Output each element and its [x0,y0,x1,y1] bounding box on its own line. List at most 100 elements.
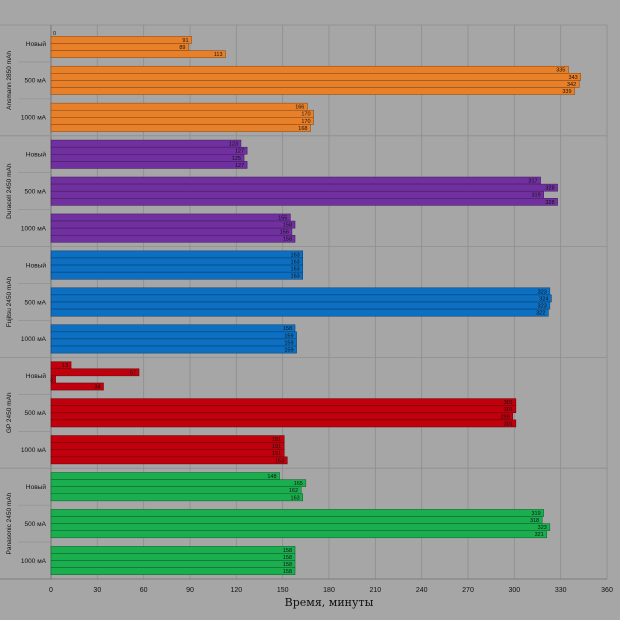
subcategory-label: Новый [26,483,46,491]
value-label: 165 [294,481,303,487]
bar [50,154,245,162]
bar [50,73,581,81]
value-label: 318 [530,518,539,524]
x-axis-ticks: 0 30 60 90 120 150 180 210 240 270 300 330 360 [49,587,613,594]
value-label: 91 [182,38,188,44]
value-label: 328 [545,200,554,206]
bar [50,435,285,443]
bars [50,36,581,575]
value-label: 328 [545,186,554,192]
subcategory-label: 1000 мА [21,447,47,454]
bar [50,412,514,421]
bar [50,567,296,575]
bar [50,449,285,458]
x-tick-label: 300 [508,587,520,594]
bar [50,516,543,524]
subcategory-label: Новый [26,261,46,269]
value-label: 299 [501,414,510,420]
value-label: 322 [536,311,545,317]
bar [50,271,303,280]
bar [50,553,296,561]
bar [50,509,544,517]
value-label: 158 [283,562,292,568]
value-label: 323 [538,525,547,531]
value-label: 3 [50,377,53,383]
value-label: 153 [275,458,284,464]
group-label: Duracell 2450 mAh [6,163,13,219]
bar [50,405,517,414]
value-label: 342 [567,82,576,88]
subcategory-label: Новый [26,372,46,380]
bar [50,301,551,310]
value-label: 159 [284,348,293,354]
value-label: 163 [291,495,300,501]
x-tick-label: 60 [140,587,148,594]
value-label: 319 [531,193,540,199]
bar [50,257,303,266]
value-label: 301 [504,407,513,413]
group-label: GP 2450 mAh [6,392,13,433]
x-tick-label: 30 [93,587,101,594]
value-label: 323 [538,289,547,295]
value-label: 323 [538,304,547,310]
value-label: 319 [531,511,540,517]
bar [50,50,226,58]
bar [50,338,297,347]
bar [50,227,293,236]
value-label: 127 [235,163,244,169]
value-label: 34 [94,384,100,390]
value-label: 127 [235,149,244,155]
bar [50,146,248,155]
bar [50,234,296,243]
value-label: 158 [283,326,292,332]
bar [50,102,308,111]
value-label: 158 [283,548,292,554]
bar [50,368,140,377]
value-label: 335 [556,68,565,74]
bar [50,36,192,44]
bar [50,560,296,568]
bar [50,43,189,51]
value-label: 163 [291,267,300,273]
group-label: Ansmann 2850 mAh [6,51,13,110]
x-tick-label: 330 [555,587,567,594]
value-label: 151 [272,444,281,450]
bar [50,80,580,88]
value-label: 57 [130,370,136,376]
value-label: 321 [535,532,544,538]
subcategory-label: 500 мА [25,189,47,196]
value-label: 13 [62,363,68,369]
bar [50,419,517,428]
subcategory-label: 1000 мА [21,558,47,565]
value-label: 0 [53,31,56,37]
value-label: 148 [267,474,276,480]
x-tick-label: 180 [323,587,335,594]
bar [50,294,552,303]
subcategory-label: 1000 мА [21,115,47,122]
value-label: 166 [295,105,304,111]
value-label: 125 [232,156,241,162]
value-label: 170 [301,119,310,125]
value-label: 301 [504,421,513,427]
value-label: 339 [562,89,571,95]
x-tick-label: 120 [230,587,242,594]
bar [50,398,517,406]
bar [50,250,303,259]
bar [50,486,302,495]
value-label: 151 [272,451,281,457]
value-label: 162 [289,488,298,494]
value-label: 159 [284,340,293,346]
x-tick-label: 150 [277,587,289,594]
subcategory-label: Новый [26,40,46,48]
category-labels: Ansmann 2850 mAh Новый 500 мА 1000 мА Durace… [6,40,47,565]
value-label: 301 [504,400,513,406]
value-label: 151 [272,437,281,443]
value-label: 343 [569,75,578,81]
bar [50,198,558,206]
bar [50,456,288,465]
value-label: 155 [278,215,287,221]
bar [50,176,541,185]
bar [50,87,575,95]
subcategory-label: 500 мА [25,410,47,417]
